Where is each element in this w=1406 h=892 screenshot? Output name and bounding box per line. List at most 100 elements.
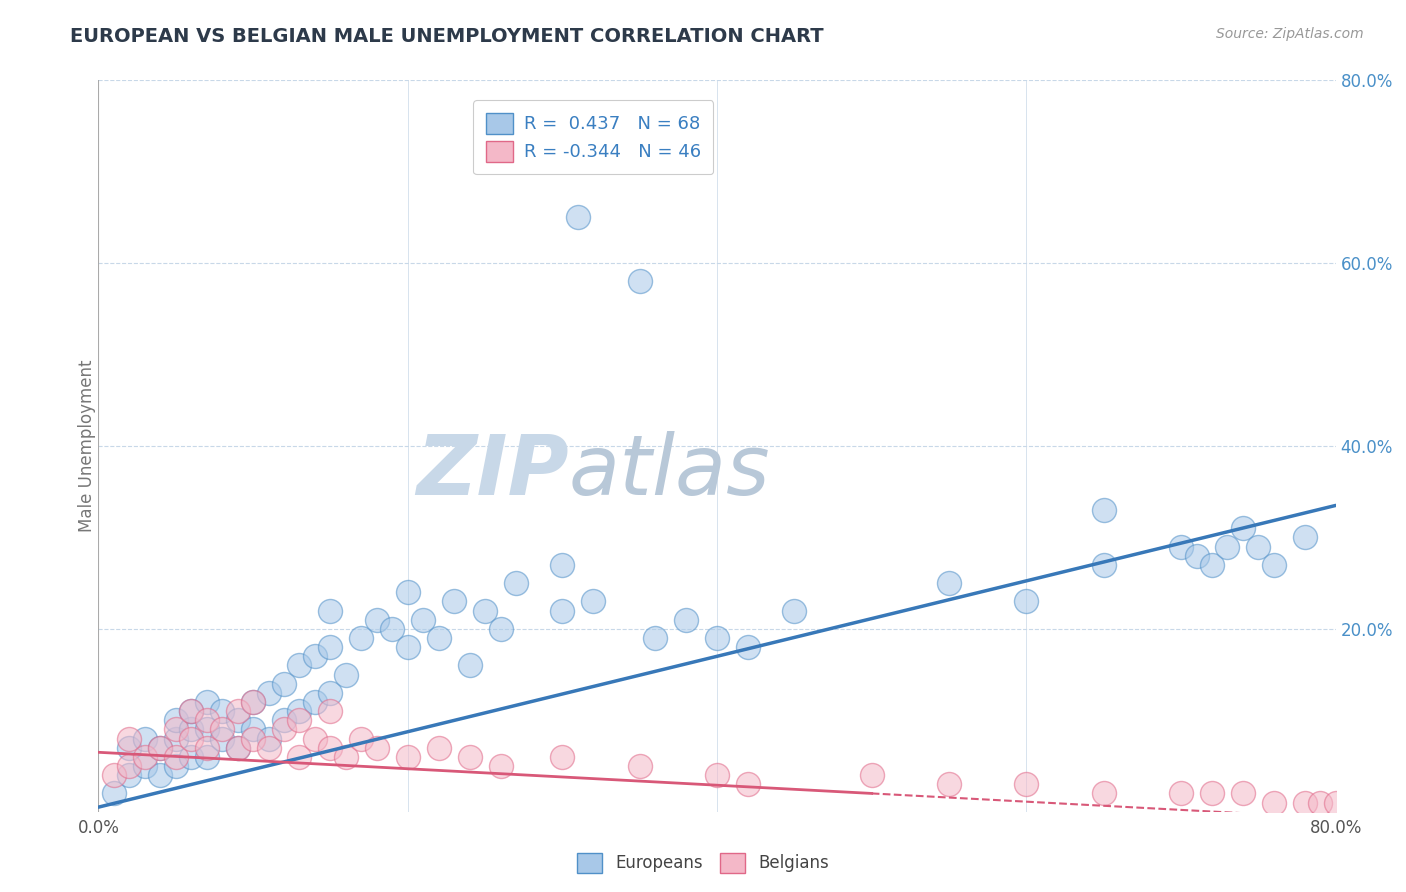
Point <box>242 695 264 709</box>
Point <box>118 731 141 746</box>
Point <box>211 723 233 737</box>
Point <box>505 576 527 591</box>
Point <box>242 731 264 746</box>
Point <box>180 723 202 737</box>
Point <box>288 714 311 728</box>
Point <box>427 740 450 755</box>
Point <box>1170 787 1192 801</box>
Point <box>706 768 728 782</box>
Point <box>149 768 172 782</box>
Point <box>304 731 326 746</box>
Point <box>165 714 187 728</box>
Point <box>628 275 651 289</box>
Point <box>103 787 125 801</box>
Point <box>737 777 759 791</box>
Point <box>1324 796 1347 810</box>
Point <box>1340 796 1362 810</box>
Point <box>319 704 342 718</box>
Point <box>180 731 202 746</box>
Point <box>366 740 388 755</box>
Point <box>938 777 960 791</box>
Point <box>273 676 295 690</box>
Point <box>118 768 141 782</box>
Point <box>273 723 295 737</box>
Point <box>551 749 574 764</box>
Point <box>412 613 434 627</box>
Point <box>427 631 450 645</box>
Point <box>195 714 218 728</box>
Point <box>1185 549 1208 563</box>
Point <box>1294 530 1316 544</box>
Point <box>118 740 141 755</box>
Point <box>582 594 605 608</box>
Point <box>396 640 419 655</box>
Point <box>381 622 404 636</box>
Point <box>1309 796 1331 810</box>
Point <box>226 704 249 718</box>
Y-axis label: Male Unemployment: Male Unemployment <box>79 359 96 533</box>
Point <box>1294 796 1316 810</box>
Point <box>257 740 280 755</box>
Point <box>103 768 125 782</box>
Point <box>675 613 697 627</box>
Point <box>335 749 357 764</box>
Point <box>319 640 342 655</box>
Point <box>319 740 342 755</box>
Point <box>1263 558 1285 572</box>
Legend: Europeans, Belgians: Europeans, Belgians <box>571 847 835 880</box>
Point <box>396 749 419 764</box>
Point <box>288 658 311 673</box>
Point <box>134 759 156 773</box>
Point <box>134 749 156 764</box>
Point <box>1247 540 1270 554</box>
Point <box>165 759 187 773</box>
Point <box>551 603 574 617</box>
Point <box>1232 787 1254 801</box>
Point <box>335 667 357 681</box>
Legend: R =  0.437   N = 68, R = -0.344   N = 46: R = 0.437 N = 68, R = -0.344 N = 46 <box>474 100 713 175</box>
Point <box>628 759 651 773</box>
Point <box>396 585 419 599</box>
Point <box>288 704 311 718</box>
Point <box>319 603 342 617</box>
Point <box>489 759 512 773</box>
Point <box>1201 787 1223 801</box>
Point <box>195 740 218 755</box>
Point <box>938 576 960 591</box>
Point <box>366 613 388 627</box>
Point <box>443 594 465 608</box>
Point <box>860 768 883 782</box>
Point <box>489 622 512 636</box>
Point <box>288 749 311 764</box>
Point <box>1201 558 1223 572</box>
Point <box>134 731 156 746</box>
Point <box>149 740 172 755</box>
Point <box>474 603 496 617</box>
Point <box>195 749 218 764</box>
Point <box>1170 540 1192 554</box>
Point <box>211 704 233 718</box>
Point <box>257 686 280 700</box>
Point <box>1263 796 1285 810</box>
Point <box>180 704 202 718</box>
Point <box>226 714 249 728</box>
Point <box>226 740 249 755</box>
Point <box>257 731 280 746</box>
Point <box>195 695 218 709</box>
Point <box>737 640 759 655</box>
Point <box>350 731 373 746</box>
Point <box>783 603 806 617</box>
Text: Source: ZipAtlas.com: Source: ZipAtlas.com <box>1216 27 1364 41</box>
Point <box>180 704 202 718</box>
Point <box>165 749 187 764</box>
Point <box>1092 787 1115 801</box>
Point <box>1092 558 1115 572</box>
Point <box>567 211 589 225</box>
Point <box>1015 594 1038 608</box>
Point <box>242 723 264 737</box>
Point <box>551 558 574 572</box>
Point <box>458 749 481 764</box>
Point <box>242 695 264 709</box>
Point <box>165 731 187 746</box>
Point <box>644 631 666 645</box>
